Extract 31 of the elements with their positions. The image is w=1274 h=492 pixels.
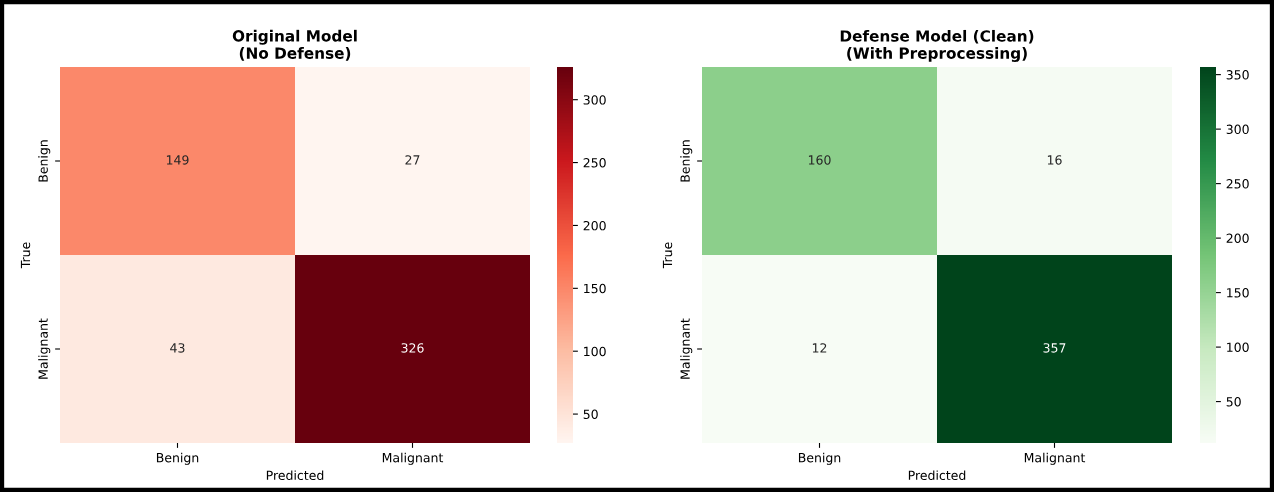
- color-bar-label: 300: [1226, 124, 1249, 135]
- color-bar-label: 50: [583, 409, 598, 419]
- color-bar-label: 350: [1226, 70, 1249, 80]
- color-bar-label: 250: [583, 158, 606, 168]
- x-tick-label: Malignant: [382, 452, 444, 465]
- color-bar-label: 250: [1226, 179, 1249, 189]
- color-bar-label: 300: [583, 95, 606, 105]
- data-label: 16: [1047, 155, 1062, 165]
- color-bar-label: 50: [1226, 397, 1241, 407]
- y-axis-title: True: [20, 242, 31, 269]
- x-axis-title: Predicted: [266, 470, 324, 481]
- color-bar-label: 200: [1226, 233, 1249, 244]
- color-bar-label: 200: [583, 220, 606, 231]
- y-axis-title: True: [662, 242, 673, 269]
- color-bar-label: 100: [1227, 342, 1249, 353]
- x-tick-label: Malignant: [1024, 452, 1086, 465]
- chart-title: Defense Model (Clean) (With Preprocessing): [840, 29, 1034, 62]
- x-tick-label: Benign: [798, 452, 841, 465]
- data-label: 12: [812, 343, 827, 353]
- x-axis-title: Predicted: [908, 470, 966, 481]
- color-bar-label: 150: [1227, 288, 1249, 298]
- data-label: 149: [166, 155, 189, 165]
- color-bar-label: 100: [584, 346, 606, 357]
- data-label: 160: [808, 155, 831, 165]
- chart-title: Original Model (No Defense): [232, 29, 357, 61]
- data-label: 27: [405, 155, 420, 165]
- data-label: 326: [401, 343, 424, 353]
- data-label: 357: [1043, 343, 1066, 353]
- x-tick-label: Benign: [156, 452, 199, 465]
- data-label: 43: [170, 343, 185, 353]
- color-bar-label: 150: [584, 283, 606, 294]
